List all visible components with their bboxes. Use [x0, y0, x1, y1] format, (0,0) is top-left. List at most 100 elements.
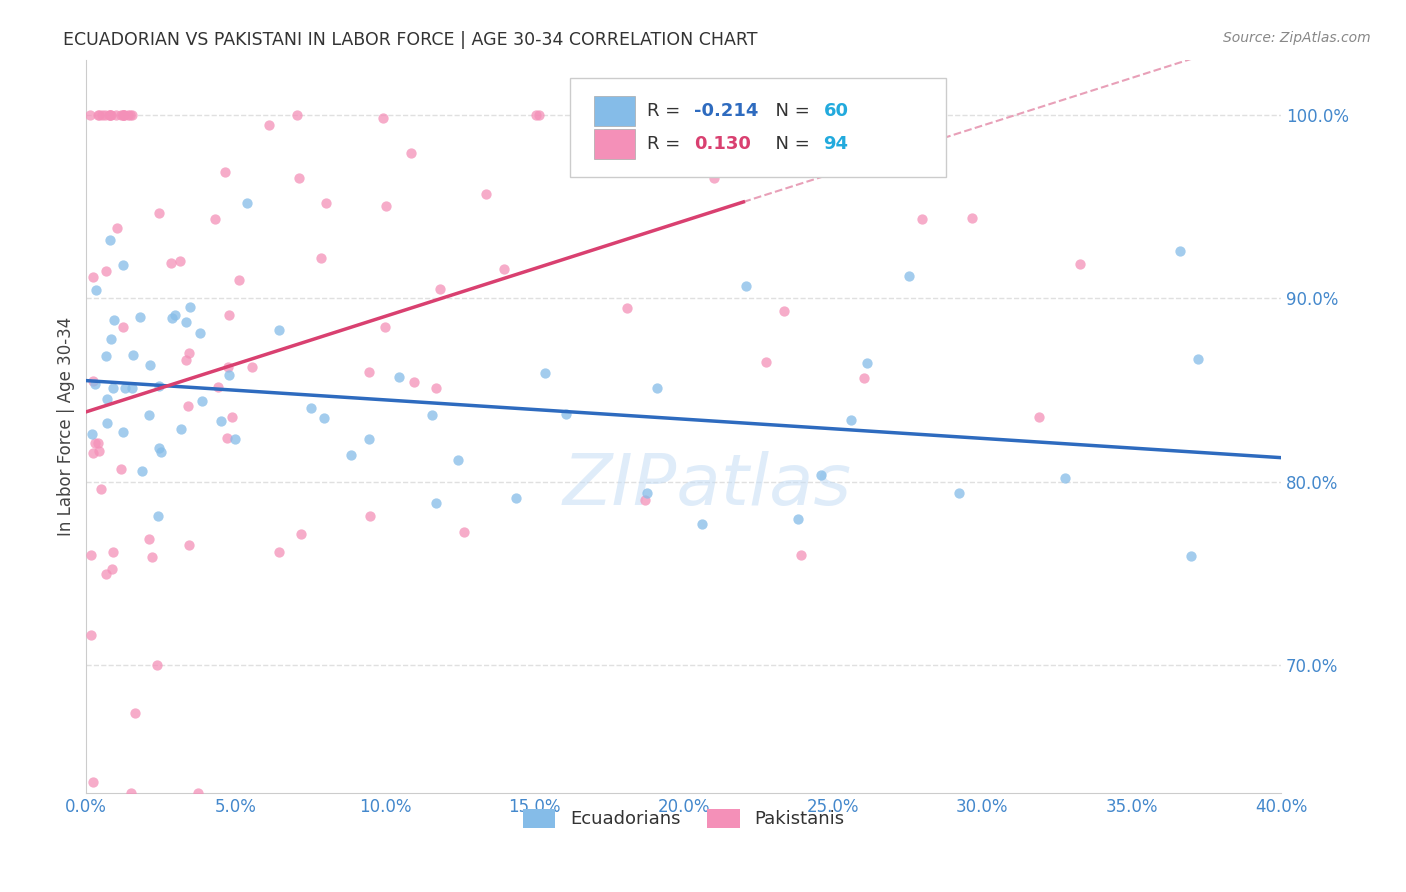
Point	[636, 485, 658, 500]
Point	[94, 108, 117, 122]
Point	[1170, 244, 1192, 258]
Point	[174, 315, 197, 329]
Point	[856, 356, 879, 370]
Point	[114, 381, 136, 395]
Point	[494, 262, 516, 277]
Point	[204, 211, 226, 226]
Point	[101, 380, 124, 394]
Point	[131, 464, 153, 478]
Point	[139, 358, 162, 372]
Point	[191, 394, 214, 409]
Point	[112, 108, 135, 122]
Point	[634, 493, 657, 508]
Point	[138, 532, 160, 546]
Text: N =: N =	[763, 102, 815, 120]
Point	[82, 445, 104, 459]
Point	[118, 108, 141, 122]
Point	[100, 332, 122, 346]
Point	[121, 381, 143, 395]
Point	[402, 375, 425, 389]
Point	[257, 118, 280, 132]
Point	[174, 353, 197, 368]
Point	[1180, 549, 1202, 563]
Text: ZIPatlas: ZIPatlas	[562, 450, 852, 520]
Point	[90, 482, 112, 496]
Point	[311, 251, 333, 265]
Point	[374, 319, 396, 334]
Point	[357, 365, 380, 379]
Point	[101, 545, 124, 559]
Point	[810, 468, 832, 483]
Point	[218, 368, 240, 383]
Point	[105, 221, 128, 235]
Point	[218, 308, 240, 322]
Point	[755, 355, 778, 369]
Point	[79, 108, 101, 122]
Point	[187, 786, 209, 800]
Point	[852, 371, 875, 385]
Text: -0.214: -0.214	[695, 102, 759, 120]
Point	[524, 108, 547, 122]
Point	[141, 550, 163, 565]
Text: N =: N =	[763, 135, 815, 153]
Point	[179, 300, 201, 314]
Point	[80, 427, 103, 442]
Point	[100, 108, 122, 122]
Point	[82, 269, 104, 284]
Point	[82, 775, 104, 789]
Point	[1054, 471, 1077, 485]
Point	[177, 538, 200, 552]
Point	[224, 432, 246, 446]
Point	[374, 198, 396, 212]
Point	[616, 301, 638, 315]
Point	[340, 448, 363, 462]
Point	[121, 108, 143, 122]
Point	[217, 359, 239, 374]
Text: 94: 94	[824, 135, 848, 153]
Point	[83, 376, 105, 391]
Point	[117, 108, 139, 122]
Y-axis label: In Labor Force | Age 30-34: In Labor Force | Age 30-34	[58, 317, 75, 536]
Point	[96, 416, 118, 430]
Point	[790, 548, 813, 562]
Point	[177, 346, 200, 360]
Point	[215, 431, 238, 445]
Point	[359, 432, 381, 446]
Point	[160, 310, 183, 325]
Point	[98, 108, 121, 122]
Point	[177, 399, 200, 413]
Point	[713, 108, 735, 122]
Point	[359, 508, 381, 523]
Point	[148, 379, 170, 393]
Point	[645, 108, 668, 122]
Text: Source: ZipAtlas.com: Source: ZipAtlas.com	[1223, 31, 1371, 45]
Point	[209, 414, 232, 428]
Point	[80, 549, 103, 563]
Point	[315, 195, 337, 210]
Point	[221, 410, 243, 425]
Point	[124, 706, 146, 720]
FancyBboxPatch shape	[593, 95, 634, 127]
Point	[101, 562, 124, 576]
Point	[98, 108, 121, 122]
Point	[110, 108, 132, 122]
Point	[82, 374, 104, 388]
Point	[94, 567, 117, 582]
Point	[148, 508, 170, 523]
Point	[148, 441, 170, 455]
Point	[773, 304, 796, 318]
Point	[105, 108, 128, 122]
Point	[1028, 409, 1050, 424]
Point	[87, 108, 110, 122]
Point	[120, 786, 142, 800]
Point	[112, 425, 135, 440]
Text: ECUADORIAN VS PAKISTANI IN LABOR FORCE | AGE 30-34 CORRELATION CHART: ECUADORIAN VS PAKISTANI IN LABOR FORCE |…	[63, 31, 758, 49]
Point	[138, 408, 160, 422]
Point	[529, 108, 551, 122]
Point	[163, 308, 186, 322]
Point	[228, 273, 250, 287]
Point	[79, 628, 101, 642]
Point	[148, 206, 170, 220]
Point	[786, 512, 808, 526]
Point	[960, 211, 983, 226]
